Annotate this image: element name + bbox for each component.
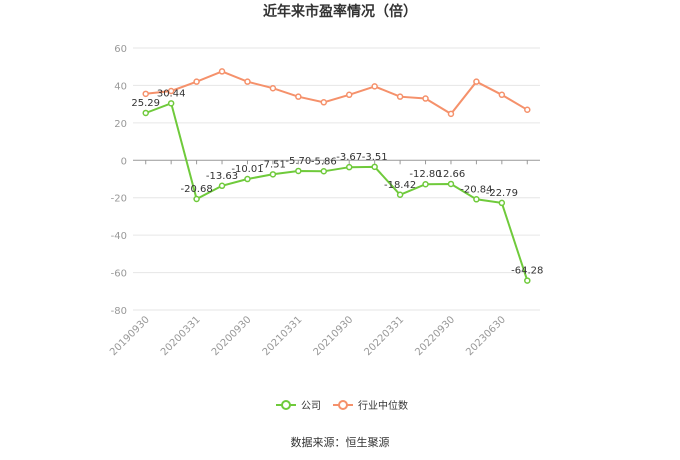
legend-item-industry[interactable]: 行业中位数 (333, 399, 408, 412)
x-tick-label: 20190930 (108, 314, 152, 358)
data-label: -18.42 (384, 180, 416, 191)
data-point (269, 171, 277, 178)
chart-title: 近年来市盈率情况（倍） (263, 3, 417, 20)
data-point (269, 84, 277, 92)
y-tick-label: -20 (111, 194, 127, 205)
data-point (422, 95, 429, 102)
data-point (193, 195, 200, 203)
legend[interactable]: 公司 行业中位数 (276, 399, 408, 412)
data-label: 25.29 (131, 98, 160, 109)
data-label: -20.68 (180, 184, 212, 195)
data-point (524, 106, 531, 114)
data-label: -12.80 (409, 169, 441, 180)
series-line-0 (145, 101, 529, 281)
data-point (396, 191, 404, 199)
data-point (167, 100, 175, 107)
data-point (244, 78, 251, 85)
legend-industry-label: 行业中位数 (358, 399, 408, 412)
x-tick-label: 20200930 (210, 314, 254, 358)
data-point (473, 78, 480, 85)
data-point (320, 168, 328, 175)
data-label: -10.01 (231, 164, 263, 175)
data-point (473, 196, 480, 203)
legend-company-marker (281, 400, 291, 410)
x-tick-label: 20200331 (159, 314, 203, 358)
x-tick-label: 20210930 (312, 314, 356, 358)
data-point (371, 163, 378, 171)
data-point (218, 182, 226, 190)
data-point (524, 277, 531, 284)
data-label: -3.67 (336, 152, 362, 163)
data-label: -64.28 (511, 266, 543, 277)
data-point (447, 110, 455, 118)
data-point (498, 91, 506, 99)
data-point (142, 90, 149, 98)
data-label: -20.84 (460, 184, 492, 195)
y-tick-label: 0 (121, 156, 127, 167)
data-point (218, 68, 226, 75)
y-tick-label: -80 (111, 306, 127, 317)
y-axis-ticks: 60 40 20 0 -20 -40 -60 -80 (111, 44, 127, 317)
y-tick-label: 40 (114, 81, 127, 92)
data-point (422, 180, 429, 188)
data-point (167, 87, 175, 95)
data-point (396, 93, 404, 100)
series-layer (142, 68, 531, 284)
data-point (498, 199, 506, 207)
data-source: 数据来源：恒生聚源 (291, 435, 390, 449)
data-point (244, 175, 251, 183)
legend-industry-marker (338, 400, 348, 410)
data-label: -22.79 (486, 188, 518, 199)
legend-item-company[interactable]: 公司 (276, 400, 321, 412)
data-point (371, 83, 378, 90)
data-point (447, 180, 455, 188)
data-point (320, 99, 328, 106)
legend-company-label: 公司 (301, 401, 321, 412)
data-point (193, 78, 200, 85)
grid-lines (133, 47, 540, 311)
data-label: 12.66 (437, 169, 466, 180)
data-point (295, 167, 302, 175)
data-label: 30.44 (157, 88, 186, 99)
data-point (345, 91, 353, 99)
y-tick-label: -60 (111, 269, 127, 280)
x-tick-label: 20230630 (464, 314, 508, 358)
x-tick-label: 20220331 (362, 314, 406, 358)
x-tick-label: 20210331 (261, 314, 305, 358)
data-point (345, 163, 353, 171)
data-label: -7.51 (260, 159, 286, 170)
data-label: -3.51 (362, 152, 388, 163)
y-tick-label: -40 (111, 231, 127, 242)
data-label: -13.63 (206, 171, 238, 182)
series-line-1 (145, 70, 528, 116)
data-label: -5.86 (311, 156, 337, 167)
y-tick-label: 20 (114, 119, 127, 130)
data-label: -5.70 (285, 156, 311, 167)
data-point (142, 109, 149, 117)
x-tick-label: 20220930 (413, 314, 457, 358)
y-tick-label: 60 (114, 44, 127, 55)
data-point (295, 93, 302, 100)
